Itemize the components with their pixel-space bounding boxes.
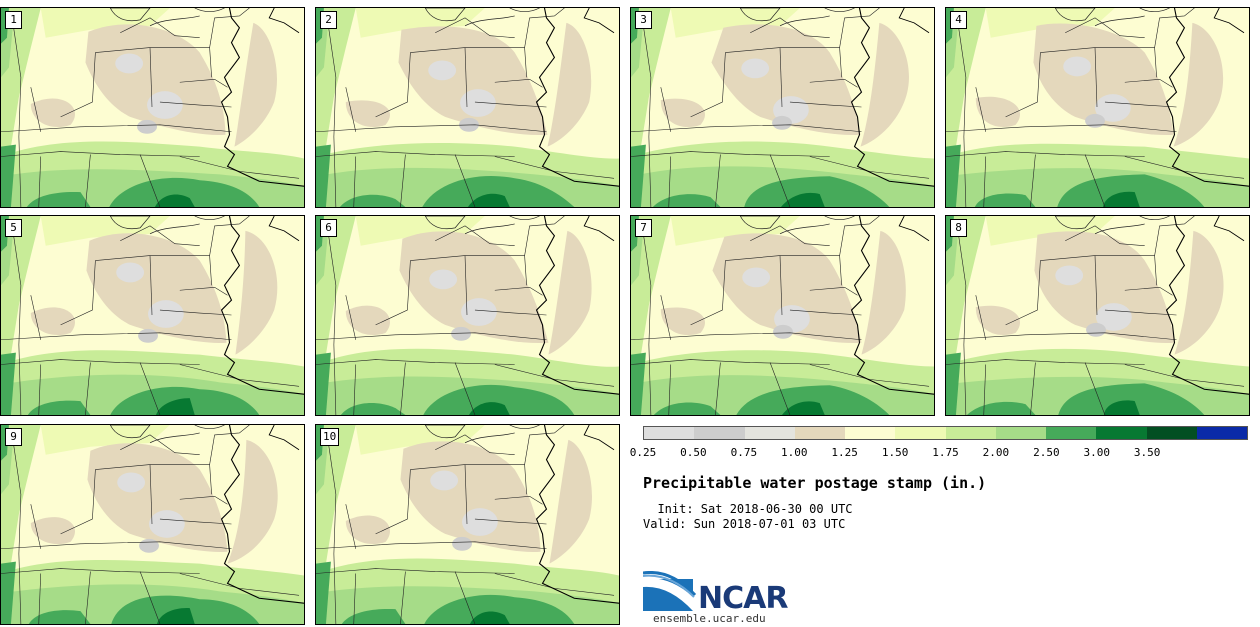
colorbar-tick-label: 1.00 [781,446,808,459]
member-number-label: 9 [5,428,22,446]
colorbar-segment [1146,427,1197,439]
precipitable-water-colorbar [643,426,1248,440]
colorbar-tick-label: 1.75 [932,446,959,459]
logo-url: ensemble.ucar.edu [653,612,766,625]
ensemble-member-map: 7 [630,215,935,416]
ensemble-member-map: 5 [0,215,305,416]
ensemble-member-map: 10 [315,424,620,625]
colorbar-tick-label: 3.50 [1133,446,1161,459]
ensemble-member-map: 9 [0,424,305,625]
member-number-label: 2 [320,11,337,29]
colorbar-segment [995,427,1046,439]
colorbar-segment [1046,427,1097,439]
ensemble-member-map: 3 [630,7,935,208]
colorbar-segment [845,427,896,439]
colorbar-segment [895,427,946,439]
ensemble-member-map: 6 [315,215,620,416]
colorbar-tick-label: 2.00 [982,446,1010,459]
valid-time: Valid: Sun 2018-07-01 03 UTC [643,517,846,531]
colorbar-tick-label: 2.50 [1033,446,1060,459]
chart-title: Precipitable water postage stamp (in.) [643,474,987,492]
member-number-label: 4 [950,11,967,29]
logo-wordmark: NCAR [698,581,788,616]
member-number-label: 3 [635,11,652,29]
colorbar-tick-label: 3.00 [1083,446,1111,459]
colorbar-segment [945,427,996,439]
colorbar-segment [794,427,845,439]
member-number-label: 10 [320,428,340,446]
colorbar-tick-label: 1.25 [831,446,858,459]
ensemble-member-map: 8 [945,215,1250,416]
colorbar-tick-label: 0.50 [680,446,707,459]
colorbar-segment [1096,427,1147,439]
ensemble-member-map: 2 [315,7,620,208]
member-number-label: 8 [950,219,967,237]
ncar-logo-icon [643,571,697,611]
colorbar-segment [1196,427,1247,439]
member-number-label: 5 [5,219,22,237]
ensemble-member-map: 4 [945,7,1250,208]
colorbar-tick-label: 0.25 [629,446,657,459]
colorbar-tick-label: 0.75 [730,446,758,459]
init-time: Init: Sat 2018-06-30 00 UTC [643,502,853,516]
member-number-label: 1 [5,11,22,29]
colorbar-segment [644,427,695,439]
colorbar-segment [744,427,795,439]
member-number-label: 6 [320,219,337,237]
colorbar-segment [694,427,745,439]
member-number-label: 7 [635,219,652,237]
ensemble-member-map: 1 [0,7,305,208]
colorbar-tick-label: 1.50 [881,446,909,459]
